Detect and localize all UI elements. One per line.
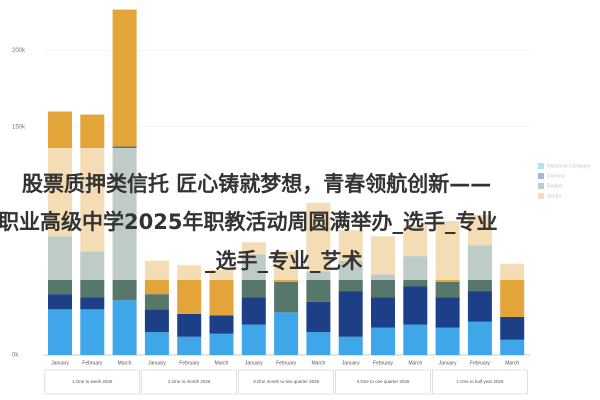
x-tick-label: March [505, 360, 519, 366]
bar-segment [144, 332, 169, 355]
bar-segment [274, 312, 299, 355]
x-tick-label: February [373, 360, 394, 366]
group-label: 3.One to one quarter 2026 [357, 379, 410, 384]
bar-segment [306, 332, 331, 355]
y-tick-label: 200k [12, 48, 26, 54]
group-box [335, 369, 431, 395]
bar-segment [144, 294, 169, 310]
bar-segment [338, 336, 363, 355]
group-box [432, 369, 528, 395]
group-label: 1.One to half year 2026 [456, 379, 504, 384]
x-tick-label: February [276, 360, 297, 366]
bar-segment [144, 309, 169, 333]
x-tick-label: January [439, 360, 457, 366]
bar-segment [500, 339, 525, 355]
overlay-line: 股票质押类信托 匠心铸就梦想，青春领航创新—— [22, 172, 491, 196]
bar-segment [403, 286, 428, 325]
overlay-line: 职业高级中学2025年职教活动周圆满举办_选手_专业 [0, 210, 497, 234]
bar-segment [500, 316, 525, 340]
bar-segment [80, 309, 105, 355]
bar-segment [241, 297, 266, 325]
group-label: 2.One to month 2026 [168, 379, 211, 384]
x-tick-label: March [215, 360, 229, 366]
bar-segment [177, 336, 202, 355]
x-tick-label: February [82, 360, 103, 366]
bar-segment [306, 301, 331, 333]
x-tick-label: January [342, 360, 360, 366]
x-tick-label: March [311, 360, 325, 366]
x-tick-label: February [470, 360, 491, 366]
bar-segment [435, 297, 460, 328]
overlay-line: _选手_专业_艺术 [205, 249, 363, 273]
group-box [238, 369, 334, 395]
group-box [141, 369, 237, 395]
bar-segment [112, 9, 137, 147]
bar-segment [371, 274, 395, 298]
bar-segment [403, 324, 428, 355]
bar-segment [435, 327, 460, 355]
bar-segment [112, 300, 137, 355]
bar-segment [209, 315, 234, 334]
bar-segment [371, 327, 395, 355]
bar-segment [467, 291, 492, 322]
group-label: 3.One month to two quarter 2026 [253, 379, 320, 384]
bar-segment [338, 291, 363, 337]
bar-segment [274, 281, 299, 313]
y-tick-label: 150k [12, 124, 26, 130]
bar-segment [80, 297, 105, 310]
bar-segment [209, 333, 234, 355]
x-tick-label: January [148, 360, 166, 366]
x-tick-label: February [179, 360, 200, 366]
bar-segment [371, 297, 395, 328]
group-box [44, 369, 141, 395]
bar-segment [467, 321, 492, 355]
bar-segment [435, 281, 460, 298]
x-tick-label: January [245, 360, 263, 366]
y-tick-label: 0k [12, 353, 19, 359]
bar-segment [177, 313, 202, 337]
bar-segment [48, 309, 72, 355]
x-tick-label: March [408, 360, 422, 366]
x-tick-label: March [118, 360, 132, 366]
bar-segment [241, 324, 266, 355]
x-tick-label: January [51, 360, 69, 366]
bar-segment [48, 294, 72, 310]
group-label: 1.One to week 2026 [72, 379, 113, 384]
overlay-band [0, 148, 600, 280]
